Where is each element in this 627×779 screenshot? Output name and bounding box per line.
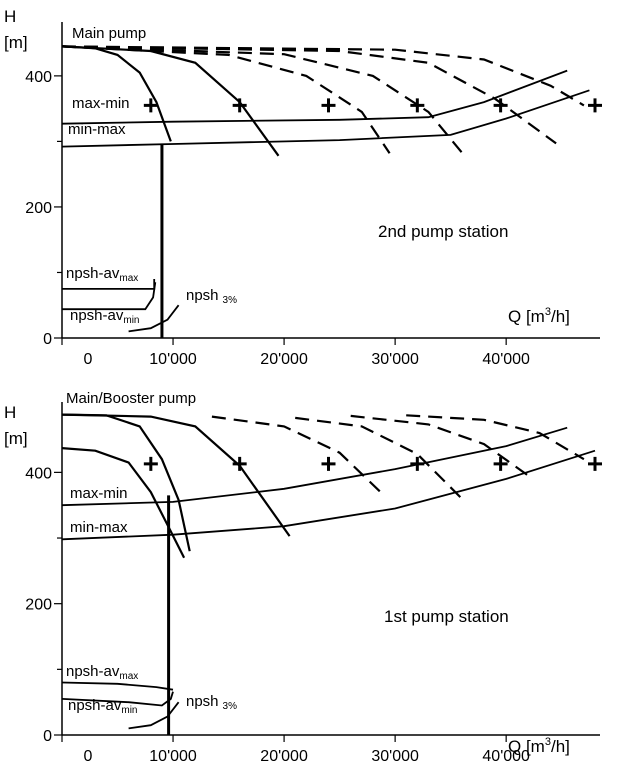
operating-point-marker [321,456,336,471]
npsh-3-curve [128,304,180,333]
x-tick-label: 30'000 [371,748,419,765]
pump-curve-solid [61,447,186,559]
x-axis-title: Q [m3/h] [508,306,570,326]
operating-point-marker [232,98,247,113]
operating-point-marker [588,456,602,471]
npsh-3-label: npsh 3% [186,287,237,306]
operating-point-marker [493,98,508,113]
x-tick-label: 30'000 [371,351,419,368]
min-max-label: min-max [70,519,128,536]
operating-point-marker [143,456,158,471]
x-tick-label: 0 [84,748,93,765]
station-label: 2nd pump station [378,222,508,241]
min-max-label: min-max [68,121,126,138]
npsh-av-max-label: npsh-avmax [66,265,138,284]
operating-point-marker [321,98,336,113]
system-curve [61,69,568,125]
operating-point-marker [588,98,602,113]
operating-point-marker [410,98,425,113]
x-axis-title: Q [m3/h] [508,736,570,756]
system-curve [61,426,568,507]
y-tick-label: 400 [25,465,52,482]
pump-curve-dashed [61,45,463,154]
pump-curve-dashed [406,414,585,461]
pump-curve-dashed [295,416,463,500]
y-tick-label: 0 [43,331,52,348]
npsh-3-label: npsh 3% [186,693,237,712]
chart-1st-pump-station: H [m] Main/Booster pump 1st pump station… [4,390,602,765]
y-axis-title: H [4,403,16,422]
x-tick-label: 10'000 [149,748,197,765]
max-min-label: max-min [70,485,128,502]
operating-point-marker [410,456,425,471]
npsh-av-min-label: npsh-avmin [70,307,140,326]
x-tick-label: 40'000 [482,351,530,368]
pump-curve-dashed [211,415,385,497]
x-tick-label: 40'000 [482,748,530,765]
npsh-av-min-curve [61,691,174,707]
main-booster-pump-label: Main/Booster pump [66,390,196,407]
npsh-av-max-label: npsh-avmax [66,663,138,682]
operating-point-marker [493,456,508,471]
operating-point-marker [143,98,158,113]
pump-curve-dashed [61,45,557,145]
x-tick-label: 20'000 [260,351,308,368]
y-tick-label: 400 [25,69,52,86]
pump-curve-solid [61,413,291,537]
y-axis-title: H [4,7,16,26]
y-tick-label: 200 [25,597,52,614]
y-axis-unit: [m] [4,33,28,52]
system-curve [61,449,596,541]
y-tick-label: 200 [25,200,52,217]
station-label: 1st pump station [384,607,509,626]
npsh-3-curve [128,701,180,730]
x-tick-label: 0 [84,351,93,368]
operating-point-marker [232,456,247,471]
system-curve [61,89,590,148]
pump-curve-dashed [61,45,391,154]
x-tick-label: 10'000 [149,351,197,368]
y-axis-unit: [m] [4,429,28,448]
x-tick-label: 20'000 [260,748,308,765]
max-min-label: max-min [72,95,130,112]
y-tick-label: 0 [43,728,52,745]
pump-curve-dashed [61,45,585,107]
npsh-av-min-curve [62,282,157,311]
npsh-av-max-curve [61,681,174,691]
chart-2nd-pump-station: H [m] Main pump 2nd pump station max-min… [4,7,602,368]
main-pump-label: Main pump [72,25,146,42]
pump-curve-dashed [350,414,530,477]
